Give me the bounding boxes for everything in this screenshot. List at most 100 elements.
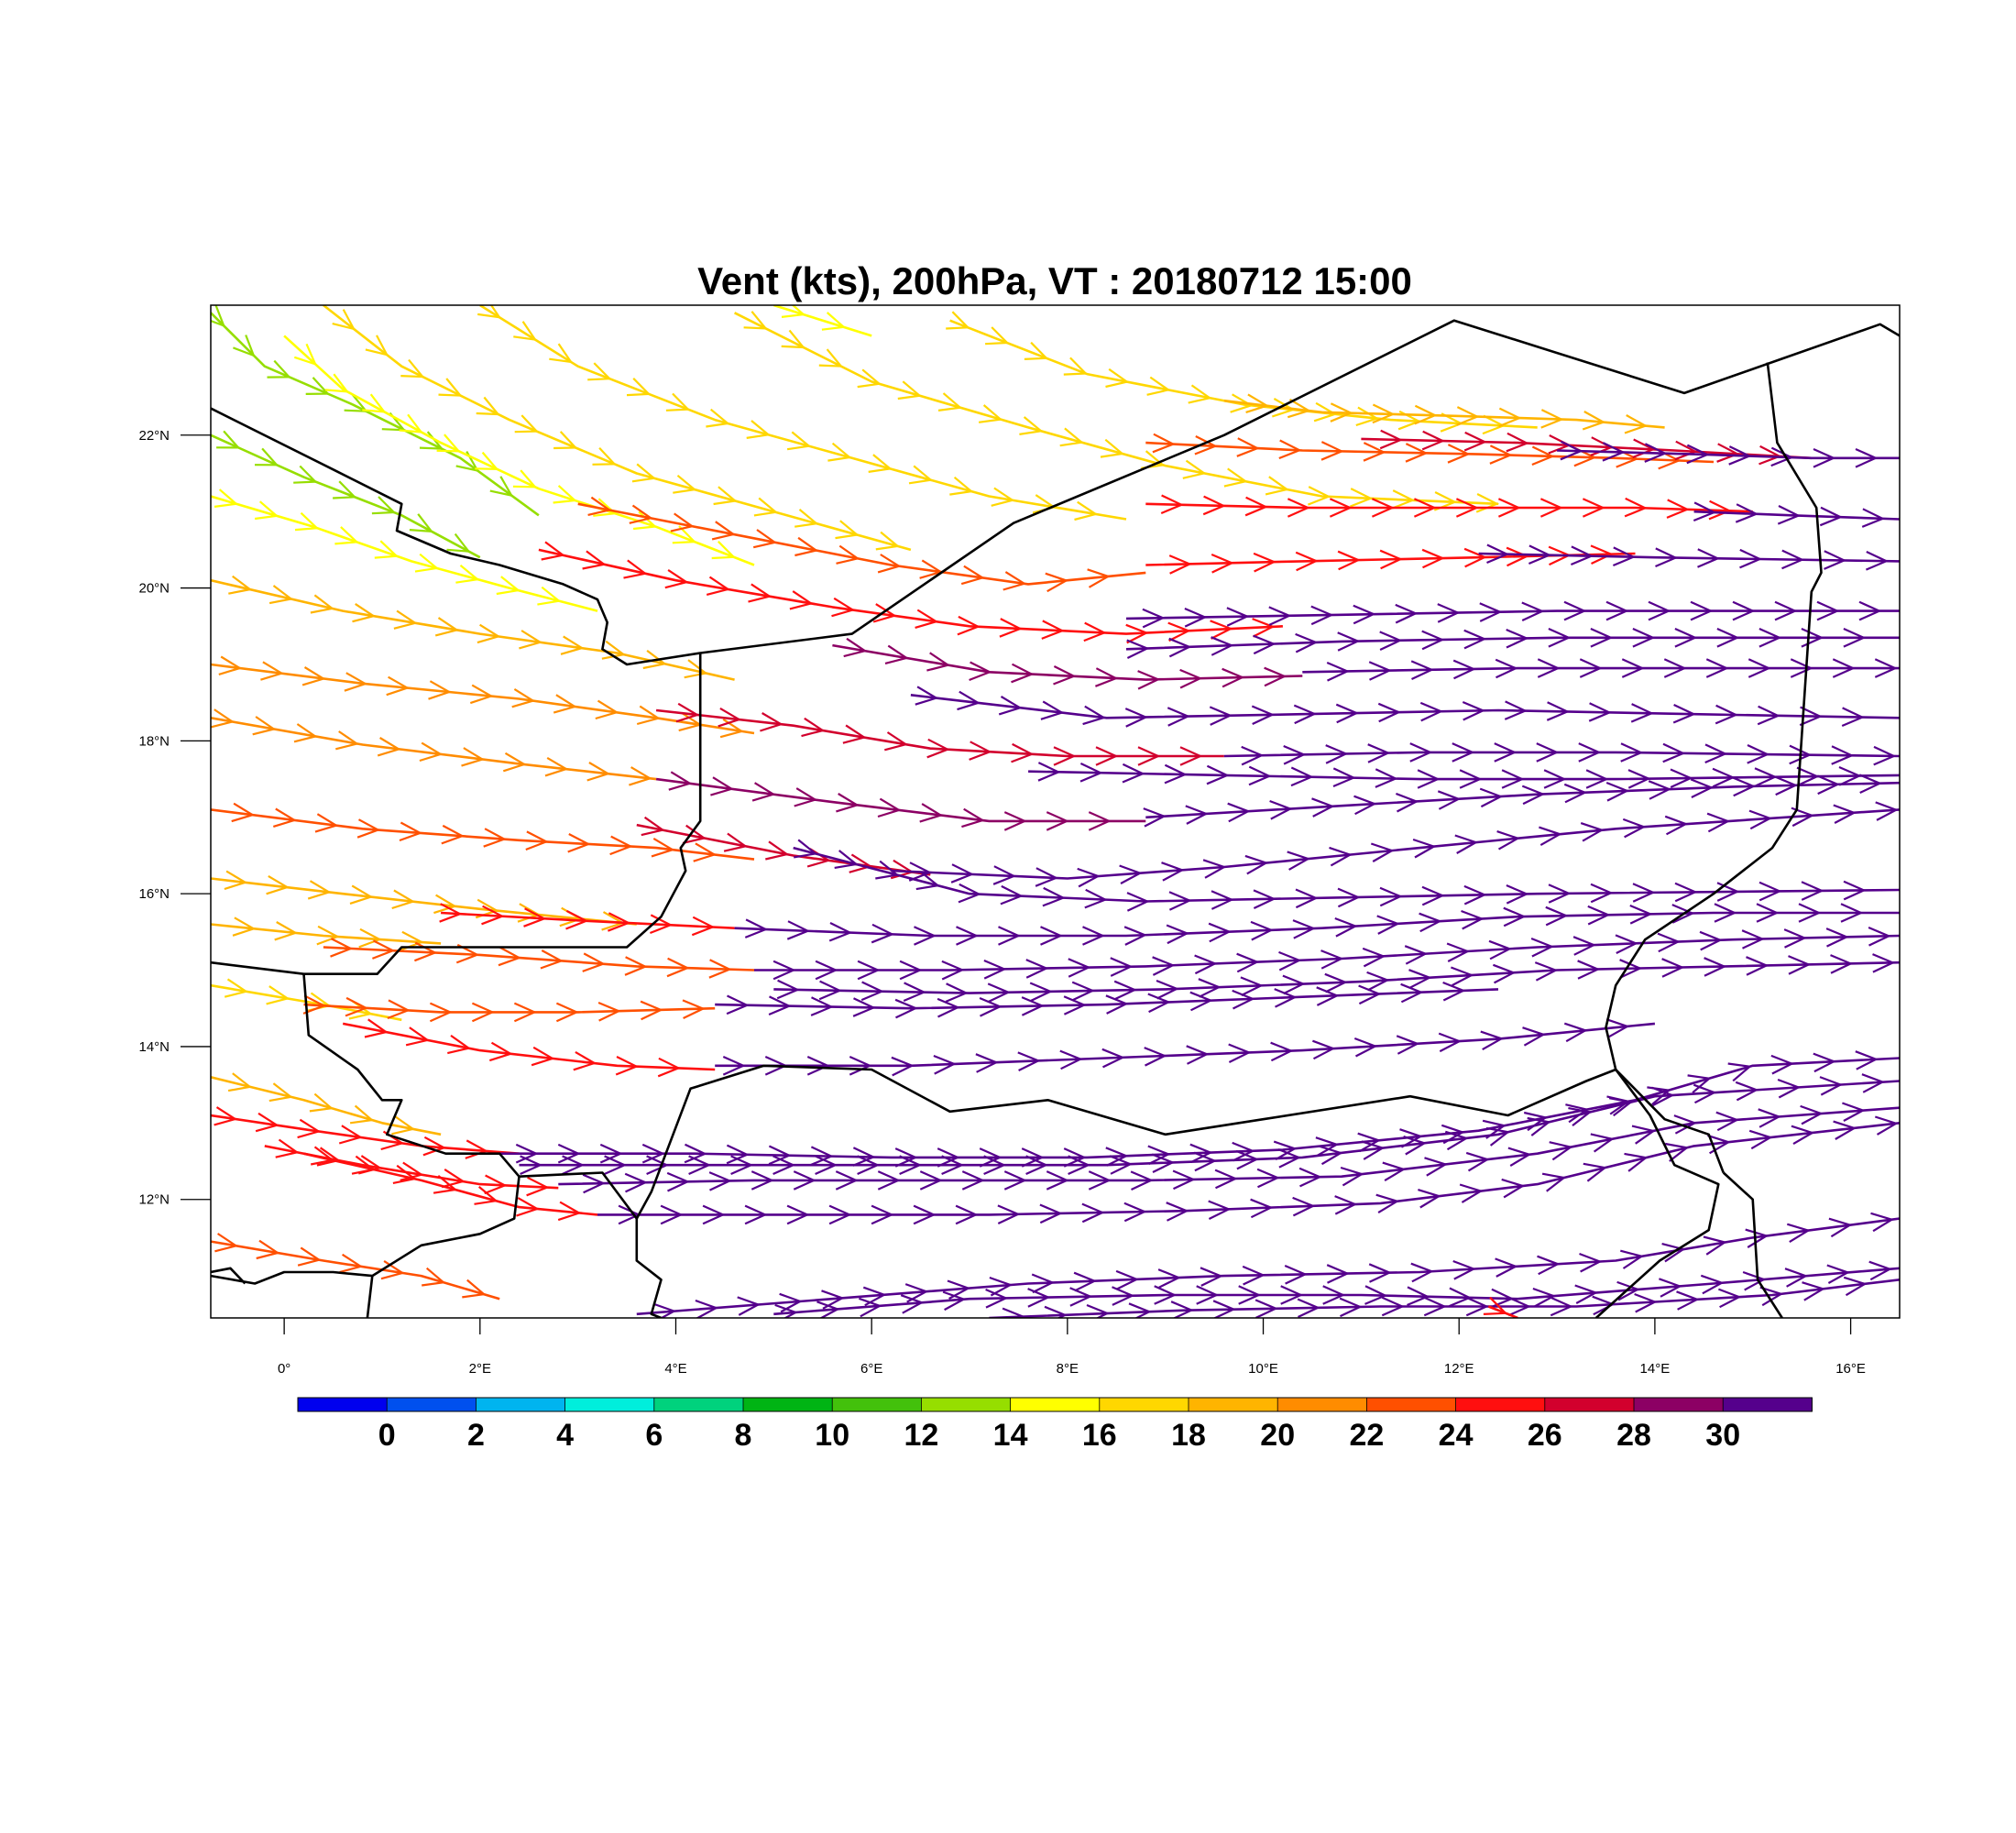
colorbar-label: 8 — [735, 1418, 752, 1453]
streamline — [949, 319, 1538, 429]
latitude-tick-label: 16°N — [138, 886, 170, 902]
wind-arrow — [1676, 1290, 1700, 1311]
wind-arrow — [1605, 600, 1629, 621]
wind-arrow — [332, 309, 356, 331]
colorbar-swatch — [1634, 1398, 1724, 1411]
wind-arrow — [871, 923, 895, 944]
wind-arrow — [1537, 1255, 1561, 1276]
wind-arrow — [601, 640, 627, 660]
streamline — [323, 946, 755, 971]
wind-arrow — [514, 414, 540, 434]
wind-arrow — [1157, 1268, 1181, 1289]
latitude-axis: 12°N 14°N 16°N 18°N 20°N 22°N — [138, 428, 211, 1208]
wind-arrow — [399, 821, 423, 842]
wind-arrow — [1715, 704, 1738, 725]
wind-arrow — [1741, 929, 1765, 949]
wind-arrow — [1419, 701, 1444, 722]
wind-arrow — [1875, 801, 1899, 821]
wind-arrow — [1816, 600, 1840, 621]
wind-arrow — [1284, 1264, 1308, 1285]
streamline — [211, 1240, 500, 1301]
wind-arrow — [1572, 936, 1596, 956]
wind-arrow — [1063, 995, 1087, 1015]
wind-arrow — [711, 541, 737, 560]
wind-arrow — [908, 862, 933, 882]
wind-arrow — [1565, 1103, 1590, 1124]
wind-arrow — [1670, 768, 1693, 788]
wind-arrow — [1456, 406, 1480, 426]
wind-arrow — [1293, 704, 1318, 725]
country-border — [519, 1171, 663, 1318]
wind-arrow — [691, 916, 716, 937]
wind-arrow — [364, 1018, 389, 1038]
wind-arrow — [275, 1138, 300, 1158]
wind-arrow — [553, 431, 578, 450]
wind-arrow — [338, 1125, 363, 1145]
wind-arrow — [1021, 996, 1045, 1016]
wind-arrow — [983, 959, 1007, 980]
wind-arrow — [1841, 707, 1865, 728]
country-border — [1594, 1069, 1720, 1318]
colorbar-label: 14 — [993, 1418, 1028, 1453]
wind-arrow — [1536, 742, 1560, 763]
wind-arrow — [1830, 954, 1854, 974]
wind-arrow — [641, 1143, 665, 1164]
streamline — [1693, 510, 1900, 521]
wind-arrow — [216, 430, 241, 449]
wind-arrow — [1813, 1052, 1836, 1073]
wind-arrow — [646, 1155, 670, 1176]
wind-arrow — [1674, 882, 1698, 903]
wind-arrow — [688, 1155, 712, 1176]
wind-arrow — [1465, 1296, 1489, 1317]
wind-arrow — [1748, 658, 1771, 678]
wind-arrow — [657, 1057, 682, 1078]
wind-arrow — [1340, 1166, 1364, 1187]
wind-arrow — [1147, 1145, 1171, 1165]
wind-arrow — [305, 377, 331, 395]
wind-arrow — [670, 512, 695, 532]
wind-arrow — [1025, 959, 1049, 979]
wind-arrow — [362, 393, 387, 413]
wind-arrow — [1137, 670, 1161, 690]
wind-arrow — [231, 802, 256, 823]
wind-arrow — [730, 1155, 754, 1176]
wind-arrow — [958, 883, 982, 904]
wind-arrow — [484, 1174, 508, 1195]
wind-arrow — [985, 1288, 1009, 1309]
wind-arrow — [781, 329, 806, 349]
wind-arrow — [1410, 660, 1434, 680]
wind-arrow — [1330, 402, 1353, 423]
colorbar-swatch — [921, 1398, 1012, 1411]
wind-arrow — [544, 756, 569, 777]
wind-arrow — [214, 1106, 238, 1126]
wind-arrow — [836, 544, 860, 565]
wind-arrow — [1715, 1111, 1740, 1132]
wind-arrow — [978, 404, 1003, 423]
wind-arrow — [595, 699, 619, 720]
wind-arrow — [541, 541, 565, 561]
wind-arrow — [642, 650, 667, 670]
wind-arrow — [1528, 544, 1552, 565]
wind-arrow — [926, 738, 950, 759]
wind-arrow — [1495, 658, 1518, 679]
wind-arrow — [1412, 838, 1437, 859]
wind-arrow — [1206, 764, 1230, 785]
wind-arrow — [1368, 661, 1392, 681]
wind-arrow — [1274, 988, 1298, 1008]
latitude-tick-label: 14°N — [138, 1039, 170, 1055]
colorbar-label: 2 — [467, 1418, 485, 1453]
wind-arrow — [744, 1204, 768, 1225]
wind-arrow — [549, 343, 574, 364]
wind-arrow — [405, 1026, 431, 1047]
wind-arrow — [1095, 746, 1119, 766]
wind-arrow — [377, 737, 401, 757]
wind-arrow — [1619, 959, 1643, 979]
map-frame — [210, 304, 1901, 1319]
wind-arrow — [1550, 1296, 1573, 1317]
wind-arrow — [1404, 945, 1429, 965]
wind-arrow — [1521, 785, 1546, 806]
wind-arrow — [1612, 546, 1637, 567]
wind-arrow — [1161, 862, 1185, 882]
wind-arrow — [1543, 769, 1567, 789]
wind-arrow — [1202, 495, 1226, 516]
